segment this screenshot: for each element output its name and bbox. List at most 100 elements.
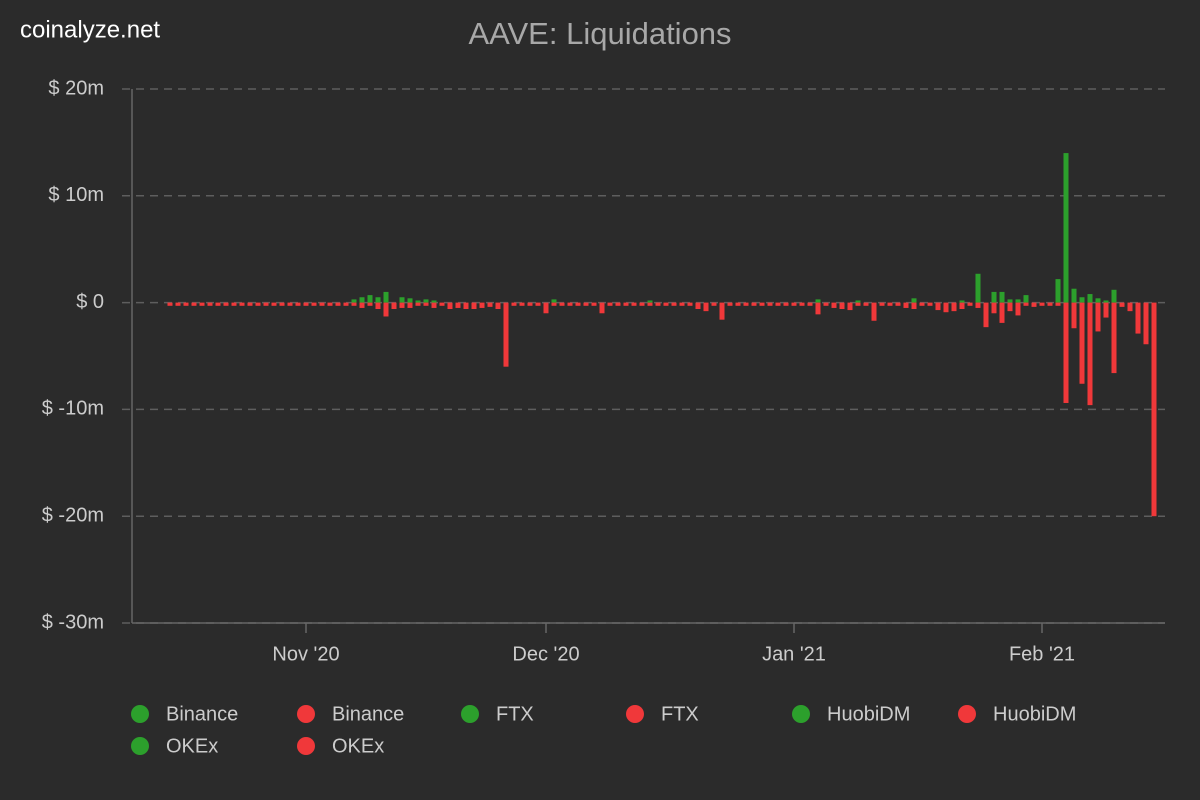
bar (671, 302, 677, 306)
bar (655, 302, 661, 306)
bar (215, 302, 221, 306)
bar (367, 302, 373, 306)
bar (551, 299, 557, 303)
bar (887, 302, 893, 306)
bar (319, 302, 325, 306)
bar (1119, 302, 1125, 307)
bar (503, 302, 509, 367)
bar (703, 302, 709, 312)
bar (527, 302, 533, 306)
bar (407, 298, 413, 303)
bar (335, 302, 341, 306)
bar (343, 302, 349, 306)
bar (471, 302, 477, 310)
bar (903, 302, 909, 308)
bar (1095, 298, 1101, 303)
bar (479, 302, 485, 308)
bar (431, 302, 437, 308)
bar (303, 302, 309, 306)
bar (1087, 294, 1093, 303)
bar (911, 298, 917, 303)
bar (247, 302, 253, 306)
y-tick-label: $ 10m (48, 184, 104, 206)
bar (583, 302, 589, 306)
bar (239, 302, 245, 306)
legend-marker (131, 705, 149, 723)
bar (1063, 153, 1069, 303)
bar (359, 302, 365, 308)
bar (1079, 302, 1085, 384)
bar (743, 302, 749, 306)
bar (735, 302, 741, 306)
bar (799, 302, 805, 306)
bar (663, 302, 669, 306)
bar (1143, 302, 1149, 345)
bar (511, 302, 517, 306)
bar (639, 302, 645, 306)
bar (543, 302, 549, 314)
bar (551, 302, 557, 306)
legend-label: FTX (496, 703, 534, 725)
bar (951, 302, 957, 312)
bar (1071, 302, 1077, 329)
y-tick-label: $ -30m (42, 611, 104, 633)
bar (487, 302, 493, 307)
bar (279, 302, 285, 306)
bar (647, 302, 653, 306)
bar (631, 302, 637, 306)
bar (1111, 289, 1117, 303)
bar (967, 302, 973, 306)
bar (823, 302, 829, 306)
bar (1023, 295, 1029, 303)
bar (807, 302, 813, 306)
legend-label: HuobiDM (993, 703, 1076, 725)
bar (687, 302, 693, 306)
bar (367, 295, 373, 303)
bar (879, 302, 885, 306)
bar (935, 302, 941, 311)
legend-label: HuobiDM (827, 703, 910, 725)
bar (783, 302, 789, 306)
bar (415, 302, 421, 306)
bar (375, 297, 381, 303)
bar (943, 302, 949, 313)
bar (1007, 302, 1013, 312)
bar (231, 302, 237, 306)
bar (535, 302, 541, 306)
chart-title: AAVE: Liquidations (468, 16, 731, 51)
bar (327, 302, 333, 306)
bar (1079, 297, 1085, 303)
x-tick-label: Jan '21 (762, 643, 826, 665)
bar (815, 299, 821, 303)
bar (447, 302, 453, 310)
bar (567, 302, 573, 306)
legend-marker (461, 705, 479, 723)
legend-label: OKEx (332, 735, 384, 757)
bar (255, 302, 261, 306)
bar (175, 302, 181, 306)
bar (1111, 302, 1117, 374)
bar (263, 302, 269, 306)
bar (455, 302, 461, 308)
bar (391, 302, 397, 310)
watermark: coinalyze.net (20, 16, 160, 43)
bar (975, 273, 981, 303)
bar (839, 302, 845, 310)
bar (1103, 300, 1109, 303)
legend-label: Binance (332, 703, 404, 725)
y-tick-label: $ -10m (42, 398, 104, 420)
bar (727, 302, 733, 306)
bar (287, 302, 293, 306)
bar (399, 302, 405, 308)
bar (1031, 302, 1037, 307)
bar (855, 302, 861, 306)
bar (959, 300, 965, 303)
bar (615, 302, 621, 306)
bar (1055, 279, 1061, 303)
bar (847, 302, 853, 311)
bar (439, 302, 445, 306)
legend-marker (297, 737, 315, 755)
bar (495, 302, 501, 310)
